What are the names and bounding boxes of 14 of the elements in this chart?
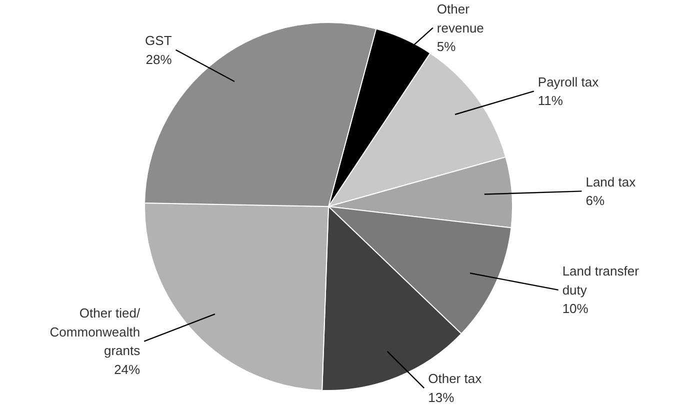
data-label: 28% bbox=[146, 52, 172, 67]
slice-label: GST bbox=[145, 33, 172, 48]
data-label: 5% bbox=[436, 39, 456, 54]
data-label: 11% bbox=[538, 93, 564, 108]
slice-label: Other tied/ Commonwealth grants bbox=[50, 306, 141, 358]
data-label: 13% bbox=[428, 390, 455, 405]
slice-label: Other revenue bbox=[436, 2, 484, 36]
data-label: 6% bbox=[586, 193, 605, 208]
data-label: 24% bbox=[114, 362, 141, 377]
slice-label: Payroll tax bbox=[538, 74, 600, 90]
slice-label: Land tax bbox=[586, 174, 636, 190]
slice-label: Other tax bbox=[428, 371, 482, 386]
data-label: 10% bbox=[562, 301, 589, 316]
slice-label: Land transfer duty bbox=[562, 264, 640, 298]
